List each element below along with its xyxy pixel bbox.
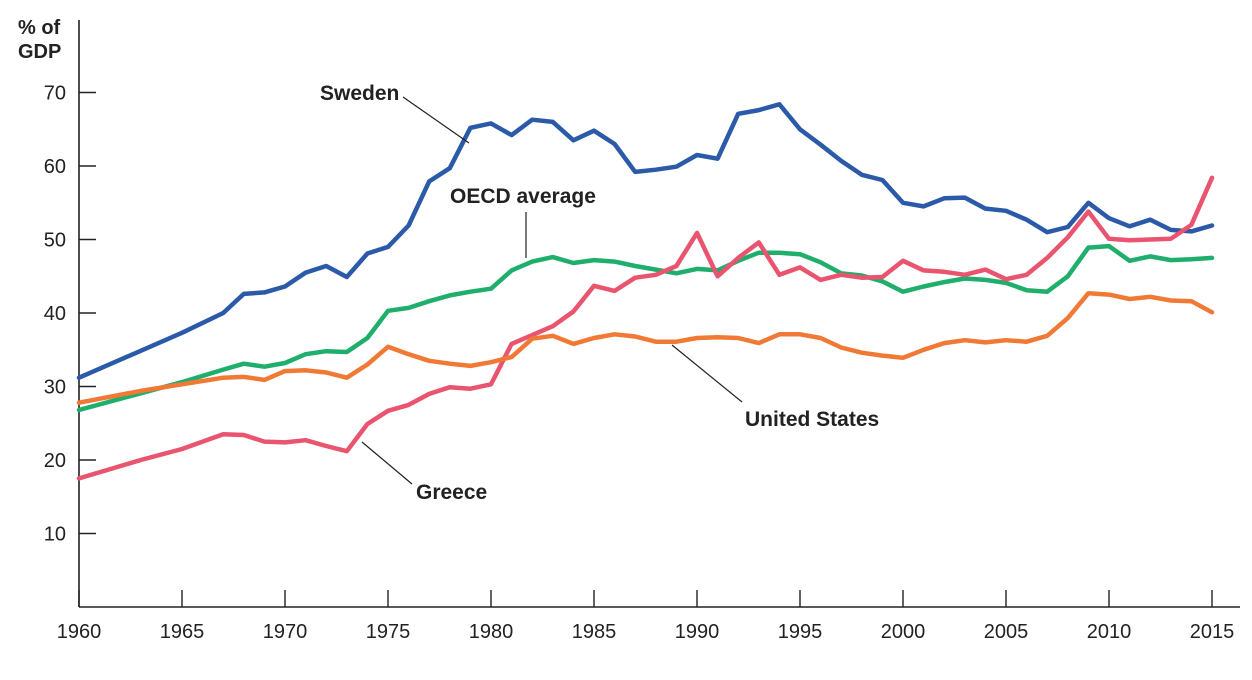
leader-line-greece <box>361 441 413 485</box>
series-label-oecd-average: OECD average <box>450 185 596 208</box>
series-line-united-states <box>76 290 1215 405</box>
y-tick-label: 50 <box>44 230 66 252</box>
y-tick-label: 60 <box>44 156 66 178</box>
series-lines <box>76 102 1215 481</box>
x-tick-label: 2000 <box>881 621 926 643</box>
x-axis-ticks: 1960 1965 1970 1975 1980 1985 1990 1995 2000 2005… <box>57 590 1235 643</box>
series-line-sweden <box>76 102 1215 380</box>
x-tick-label: 1985 <box>572 621 617 643</box>
y-axis-title: % of GDP <box>18 17 61 63</box>
y-tick-label: 70 <box>44 83 66 105</box>
x-tick-label: 1980 <box>469 621 514 643</box>
y-axis-title-line-1: % of <box>18 17 61 39</box>
x-tick-label: 1975 <box>366 621 411 643</box>
y-tick-label: 30 <box>44 377 66 399</box>
series-label-greece: Greece <box>416 481 487 504</box>
x-tick-label: 1965 <box>160 621 205 643</box>
series-labels: Sweden OECD average Greece United States <box>320 82 879 504</box>
x-tick-label: 2015 <box>1190 621 1235 643</box>
leader-line-sweden <box>402 96 470 144</box>
y-axis-title-line-2: GDP <box>18 41 61 63</box>
leader-line-united-states <box>671 344 743 403</box>
x-tick-label: 2010 <box>1087 621 1132 643</box>
y-axis-ticks: 10 20 30 40 50 60 70 <box>44 83 96 546</box>
x-tick-label: 1970 <box>263 621 308 643</box>
y-tick-label: 10 <box>44 524 66 546</box>
x-tick-label: 1960 <box>57 621 102 643</box>
series-line-oecd-average <box>76 243 1215 413</box>
y-tick-label: 20 <box>44 450 66 472</box>
series-label-united-states: United States <box>745 408 879 431</box>
x-tick-label: 1995 <box>778 621 823 643</box>
x-tick-label: 1990 <box>675 621 720 643</box>
series-label-sweden: Sweden <box>320 82 399 105</box>
series-line-greece <box>76 175 1215 481</box>
y-tick-label: 40 <box>44 303 66 325</box>
x-tick-label: 2005 <box>984 621 1029 643</box>
